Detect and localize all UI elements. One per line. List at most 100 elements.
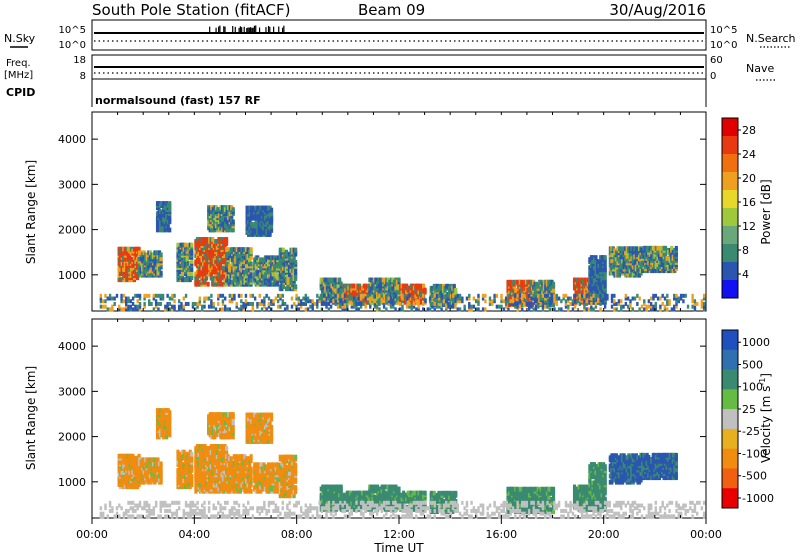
ground-scatter-cell	[647, 299, 651, 304]
ground-scatter-cell	[157, 301, 160, 306]
ground-scatter-cell	[131, 301, 135, 306]
ground-scatter-cell	[620, 307, 623, 312]
ground-scatter-cell	[638, 307, 641, 312]
ground-scatter-cell	[534, 304, 538, 309]
ground-scatter-cell	[557, 307, 561, 312]
ground-scatter-cell	[498, 304, 501, 309]
ground-scatter-cell	[534, 299, 538, 304]
ground-scatter-cell	[369, 299, 372, 304]
colorbar-segment	[722, 190, 738, 209]
ground-scatter-cell	[691, 304, 694, 309]
ground-scatter-cell	[401, 307, 404, 312]
ground-scatter-cell	[438, 299, 441, 304]
ground-scatter-cell	[127, 304, 130, 309]
colorbar-tick-label: 4	[742, 268, 749, 281]
ground-scatter-cell	[417, 299, 420, 304]
nsearch-tick-top: 10^5	[710, 25, 737, 36]
echo-cell	[156, 457, 160, 463]
ground-scatter-cell	[477, 293, 480, 298]
ground-scatter-cell	[355, 307, 358, 312]
ground-scatter-cell	[663, 304, 667, 309]
ground-scatter-cell	[286, 307, 289, 312]
colorbar-tick-label: 16	[742, 196, 756, 209]
ground-scatter-cell	[617, 301, 621, 306]
echo-cell	[583, 277, 587, 283]
ground-scatter-cell	[127, 307, 130, 312]
ground-scatter-cell	[318, 299, 321, 304]
ground-scatter-cell	[592, 293, 595, 298]
ground-scatter-cell	[544, 299, 547, 304]
ground-scatter-cell	[378, 299, 381, 304]
ground-scatter-cell	[445, 304, 448, 309]
ground-scatter-cell	[203, 304, 206, 309]
ground-scatter-cell	[180, 301, 183, 306]
ground-scatter-cell	[161, 296, 165, 301]
ground-scatter-cell	[263, 299, 266, 304]
freq-label: Freq.	[6, 58, 31, 69]
ground-scatter-cell	[233, 293, 236, 298]
colorbar-tick-label: 24	[742, 148, 756, 161]
ground-scatter-cell	[263, 296, 266, 301]
ground-scatter-cell	[518, 293, 522, 298]
ground-scatter-cell	[571, 299, 575, 304]
ground-scatter-cell	[320, 296, 324, 301]
ground-scatter-cell	[640, 304, 644, 309]
ground-scatter-cell	[177, 307, 181, 312]
echo-cell	[281, 247, 285, 253]
echo-cell	[168, 215, 172, 221]
ground-scatter-cell	[645, 304, 648, 309]
echo-cell	[251, 232, 255, 237]
echo-cell	[176, 242, 180, 248]
ground-scatter-cell	[541, 296, 545, 301]
ground-scatter-cell	[104, 304, 107, 309]
ground-scatter-cell	[373, 299, 377, 304]
echo-cell	[137, 263, 141, 268]
ground-scatter-cell	[649, 301, 653, 306]
ground-scatter-cell	[631, 307, 634, 312]
ground-scatter-cell	[401, 304, 404, 309]
ground-scatter-cell	[401, 299, 404, 304]
echo-cell	[249, 261, 253, 267]
ground-scatter-cell	[237, 293, 241, 298]
ground-scatter-cell	[636, 301, 639, 306]
ground-scatter-cell	[654, 301, 657, 306]
ground-scatter-cell	[461, 296, 464, 301]
ground-scatter-cell	[265, 307, 268, 312]
echo-cell	[202, 267, 206, 273]
colorbar-segment	[722, 154, 738, 173]
ground-scatter-cell	[217, 293, 220, 298]
ground-scatter-cell	[507, 293, 510, 298]
ground-scatter-cell	[661, 301, 664, 306]
ground-scatter-cell	[134, 307, 137, 312]
ground-scatter-cell	[555, 301, 558, 306]
ground-scatter-cell	[138, 307, 142, 312]
ground-scatter-cell	[171, 307, 174, 312]
echo-cell	[276, 281, 280, 287]
ground-scatter-cell	[553, 296, 556, 301]
ground-scatter-cell	[514, 304, 517, 309]
ground-scatter-cell	[159, 296, 162, 301]
ground-scatter-cell	[297, 299, 301, 304]
ground-scatter-cell	[435, 293, 439, 298]
ground-scatter-cell	[200, 304, 204, 309]
ground-scatter-cell	[613, 293, 616, 298]
freq-unit: [MHz]	[4, 70, 33, 81]
ground-scatter-cell	[166, 301, 169, 306]
ground-scatter-cell	[675, 299, 678, 304]
ground-scatter-cell	[279, 296, 282, 301]
ground-scatter-cell	[518, 304, 522, 309]
ground-scatter-cell	[380, 293, 383, 298]
echo-cell	[276, 273, 280, 279]
echo-cell	[159, 467, 163, 473]
ground-scatter-cell	[309, 304, 312, 309]
ground-scatter-cell	[210, 293, 213, 298]
ground-scatter-cell	[666, 293, 669, 298]
echo-cell	[190, 451, 194, 457]
ground-scatter-cell	[610, 296, 614, 301]
echo-cell	[231, 227, 235, 233]
ground-scatter-cell	[682, 299, 685, 304]
ground-scatter-cell	[636, 293, 639, 298]
ground-scatter-cell	[677, 299, 681, 304]
echo-cell	[374, 277, 378, 283]
ground-scatter-cell	[99, 293, 103, 298]
